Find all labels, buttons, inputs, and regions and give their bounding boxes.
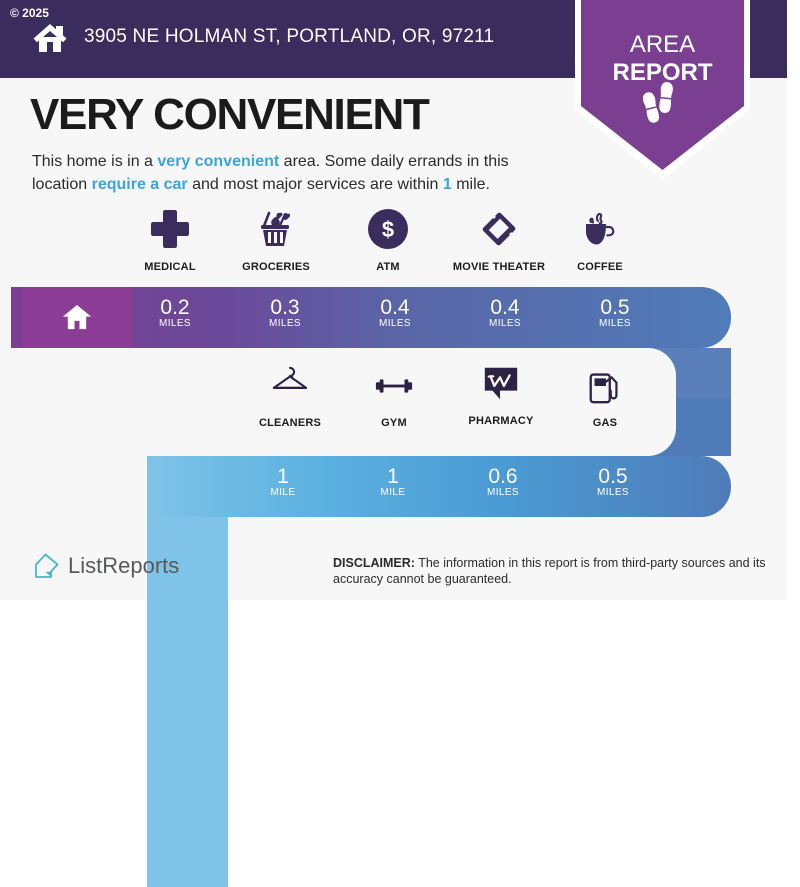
svg-text:REPORT: REPORT xyxy=(612,59,712,86)
svg-text:$: $ xyxy=(382,217,394,242)
svg-text:AREA: AREA xyxy=(630,31,695,58)
